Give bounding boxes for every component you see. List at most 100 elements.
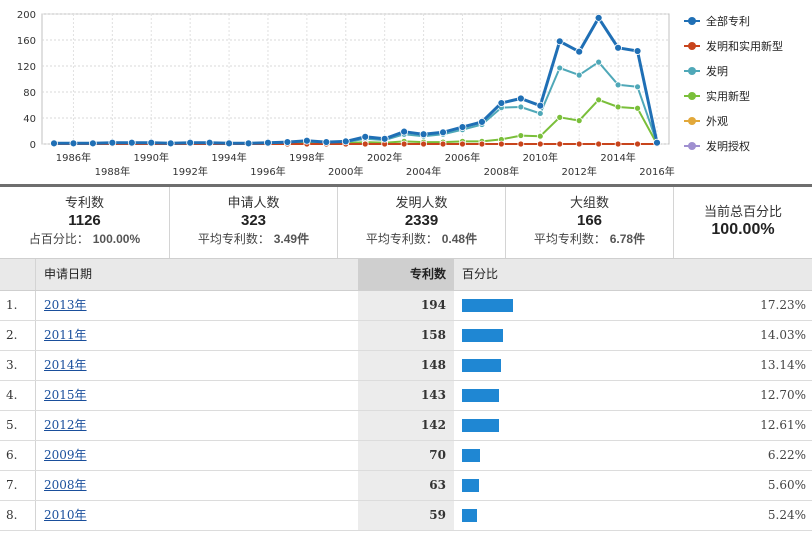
legend-item[interactable]: 实用新型 [684,83,812,108]
percent-bar [462,509,478,522]
data-point [322,138,331,146]
data-point [127,138,136,147]
data-point [516,94,525,103]
y-tick-label: 40 [23,114,36,125]
x-tick-label: 2004年 [406,165,441,178]
data-point [459,140,466,148]
data-point [556,64,564,72]
data-point [205,138,214,147]
header-date[interactable]: 申请日期 [44,267,93,281]
legend-item[interactable]: 发明授权 [684,133,812,158]
data-point [244,139,253,148]
data-point [420,140,427,148]
data-point [536,132,544,140]
table-row: 5. 2012年 142 12.61% [0,411,812,441]
row-date-link[interactable]: 2014年 [44,358,87,372]
row-date-link[interactable]: 2013年 [44,298,87,312]
stat-inventors: 发明人数 2339 平均专利数： 0.48件 [338,187,506,258]
legend-swatch [684,65,700,77]
row-date-link[interactable]: 2009年 [44,448,87,462]
row-date-link[interactable]: 2010年 [44,508,87,522]
stat-sub-label: 平均专利数： [365,232,438,246]
percent-bar [462,449,481,462]
data-point [380,134,389,143]
y-tick-label: 200 [17,10,36,21]
data-point [478,140,486,148]
row-date-link[interactable]: 2015年 [44,388,87,402]
legend-label: 实用新型 [706,89,750,103]
legend-swatch [684,115,700,127]
row-percent-cell: 13.14% [454,351,812,380]
legend-item[interactable]: 外观 [684,108,812,133]
data-point [634,83,641,91]
data-point [517,103,525,111]
data-point [614,81,622,89]
data-point [361,132,370,141]
data-point [633,47,642,55]
data-point [555,37,564,46]
data-point [536,110,544,117]
x-tick-label: 2008年 [484,165,519,178]
data-point [595,140,603,148]
row-count: 63 [358,471,454,500]
data-point [497,99,506,107]
data-point [536,101,545,110]
row-percent-text: 12.61% [760,418,806,432]
data-point [361,140,369,148]
data-point [634,104,641,112]
row-count: 143 [358,381,454,410]
stat-sub-label: 平均专利数： [533,232,606,246]
x-tick-label: 1992年 [172,165,207,178]
header-count[interactable]: 专利数 [358,259,454,290]
data-point [225,139,233,148]
data-point [89,139,97,148]
data-point [595,96,603,104]
table-row: 6. 2009年 70 6.22% [0,441,812,471]
row-percent-text: 12.70% [760,388,806,402]
legend-swatch [684,40,700,52]
row-percent-cell: 12.61% [454,411,812,440]
stat-sub: 平均专利数： 6.78件 [506,230,673,248]
data-point [614,140,622,148]
stat-title: 当前总百分比 [703,205,782,220]
data-point [69,139,78,148]
row-index: 3. [0,351,36,380]
header-percent[interactable]: 百分比 [462,267,499,281]
legend-label: 发明 [706,64,728,78]
stat-sub: 平均专利数： 0.48件 [338,230,505,248]
stat-title: 发明人数 [395,196,448,211]
table-row: 1. 2013年 194 17.23% [0,291,812,321]
data-point [497,140,505,148]
stat-sub: 占百分比： 100.00% [0,230,169,248]
row-percent-cell: 5.24% [454,501,812,530]
row-count: 142 [358,411,454,440]
stat-sub-value: 3.49件 [273,232,310,246]
row-index: 8. [0,501,36,530]
row-date-link[interactable]: 2011年 [44,328,87,342]
percent-bar [462,479,479,492]
legend-item[interactable]: 发明和实用新型 [684,33,812,58]
patent-year-table: 申请日期 专利数 百分比 1. 2013年 194 17.23% 2. 2011年 158 1… [0,259,812,531]
data-point [634,140,641,148]
y-tick-label: 120 [17,62,36,73]
row-index: 4. [0,381,36,410]
legend-label: 全部专利 [706,14,750,28]
data-point [575,47,584,56]
plot-frame [41,13,670,145]
x-tick-label: 1990年 [134,151,169,164]
legend-swatch [684,90,700,102]
data-point [147,138,156,147]
row-date-link[interactable]: 2012年 [44,418,87,432]
row-percent-cell: 6.22% [454,441,812,470]
table-body: 1. 2013年 194 17.23% 2. 2011年 158 14.03% 3. 2014年 1… [0,291,812,531]
summary-bar: 专利数 1126 占百分比： 100.00% 申请人数 323 平均专利数： 3… [0,187,812,259]
data-point [419,130,428,139]
data-point [595,58,603,66]
row-date-link[interactable]: 2008年 [44,478,87,492]
row-date-cell: 2009年 [36,441,358,470]
data-point [400,127,409,136]
table-header: 申请日期 专利数 百分比 [0,259,812,291]
legend-item[interactable]: 全部专利 [684,8,812,33]
legend-item[interactable]: 发明 [684,58,812,83]
percent-bar [462,389,500,402]
